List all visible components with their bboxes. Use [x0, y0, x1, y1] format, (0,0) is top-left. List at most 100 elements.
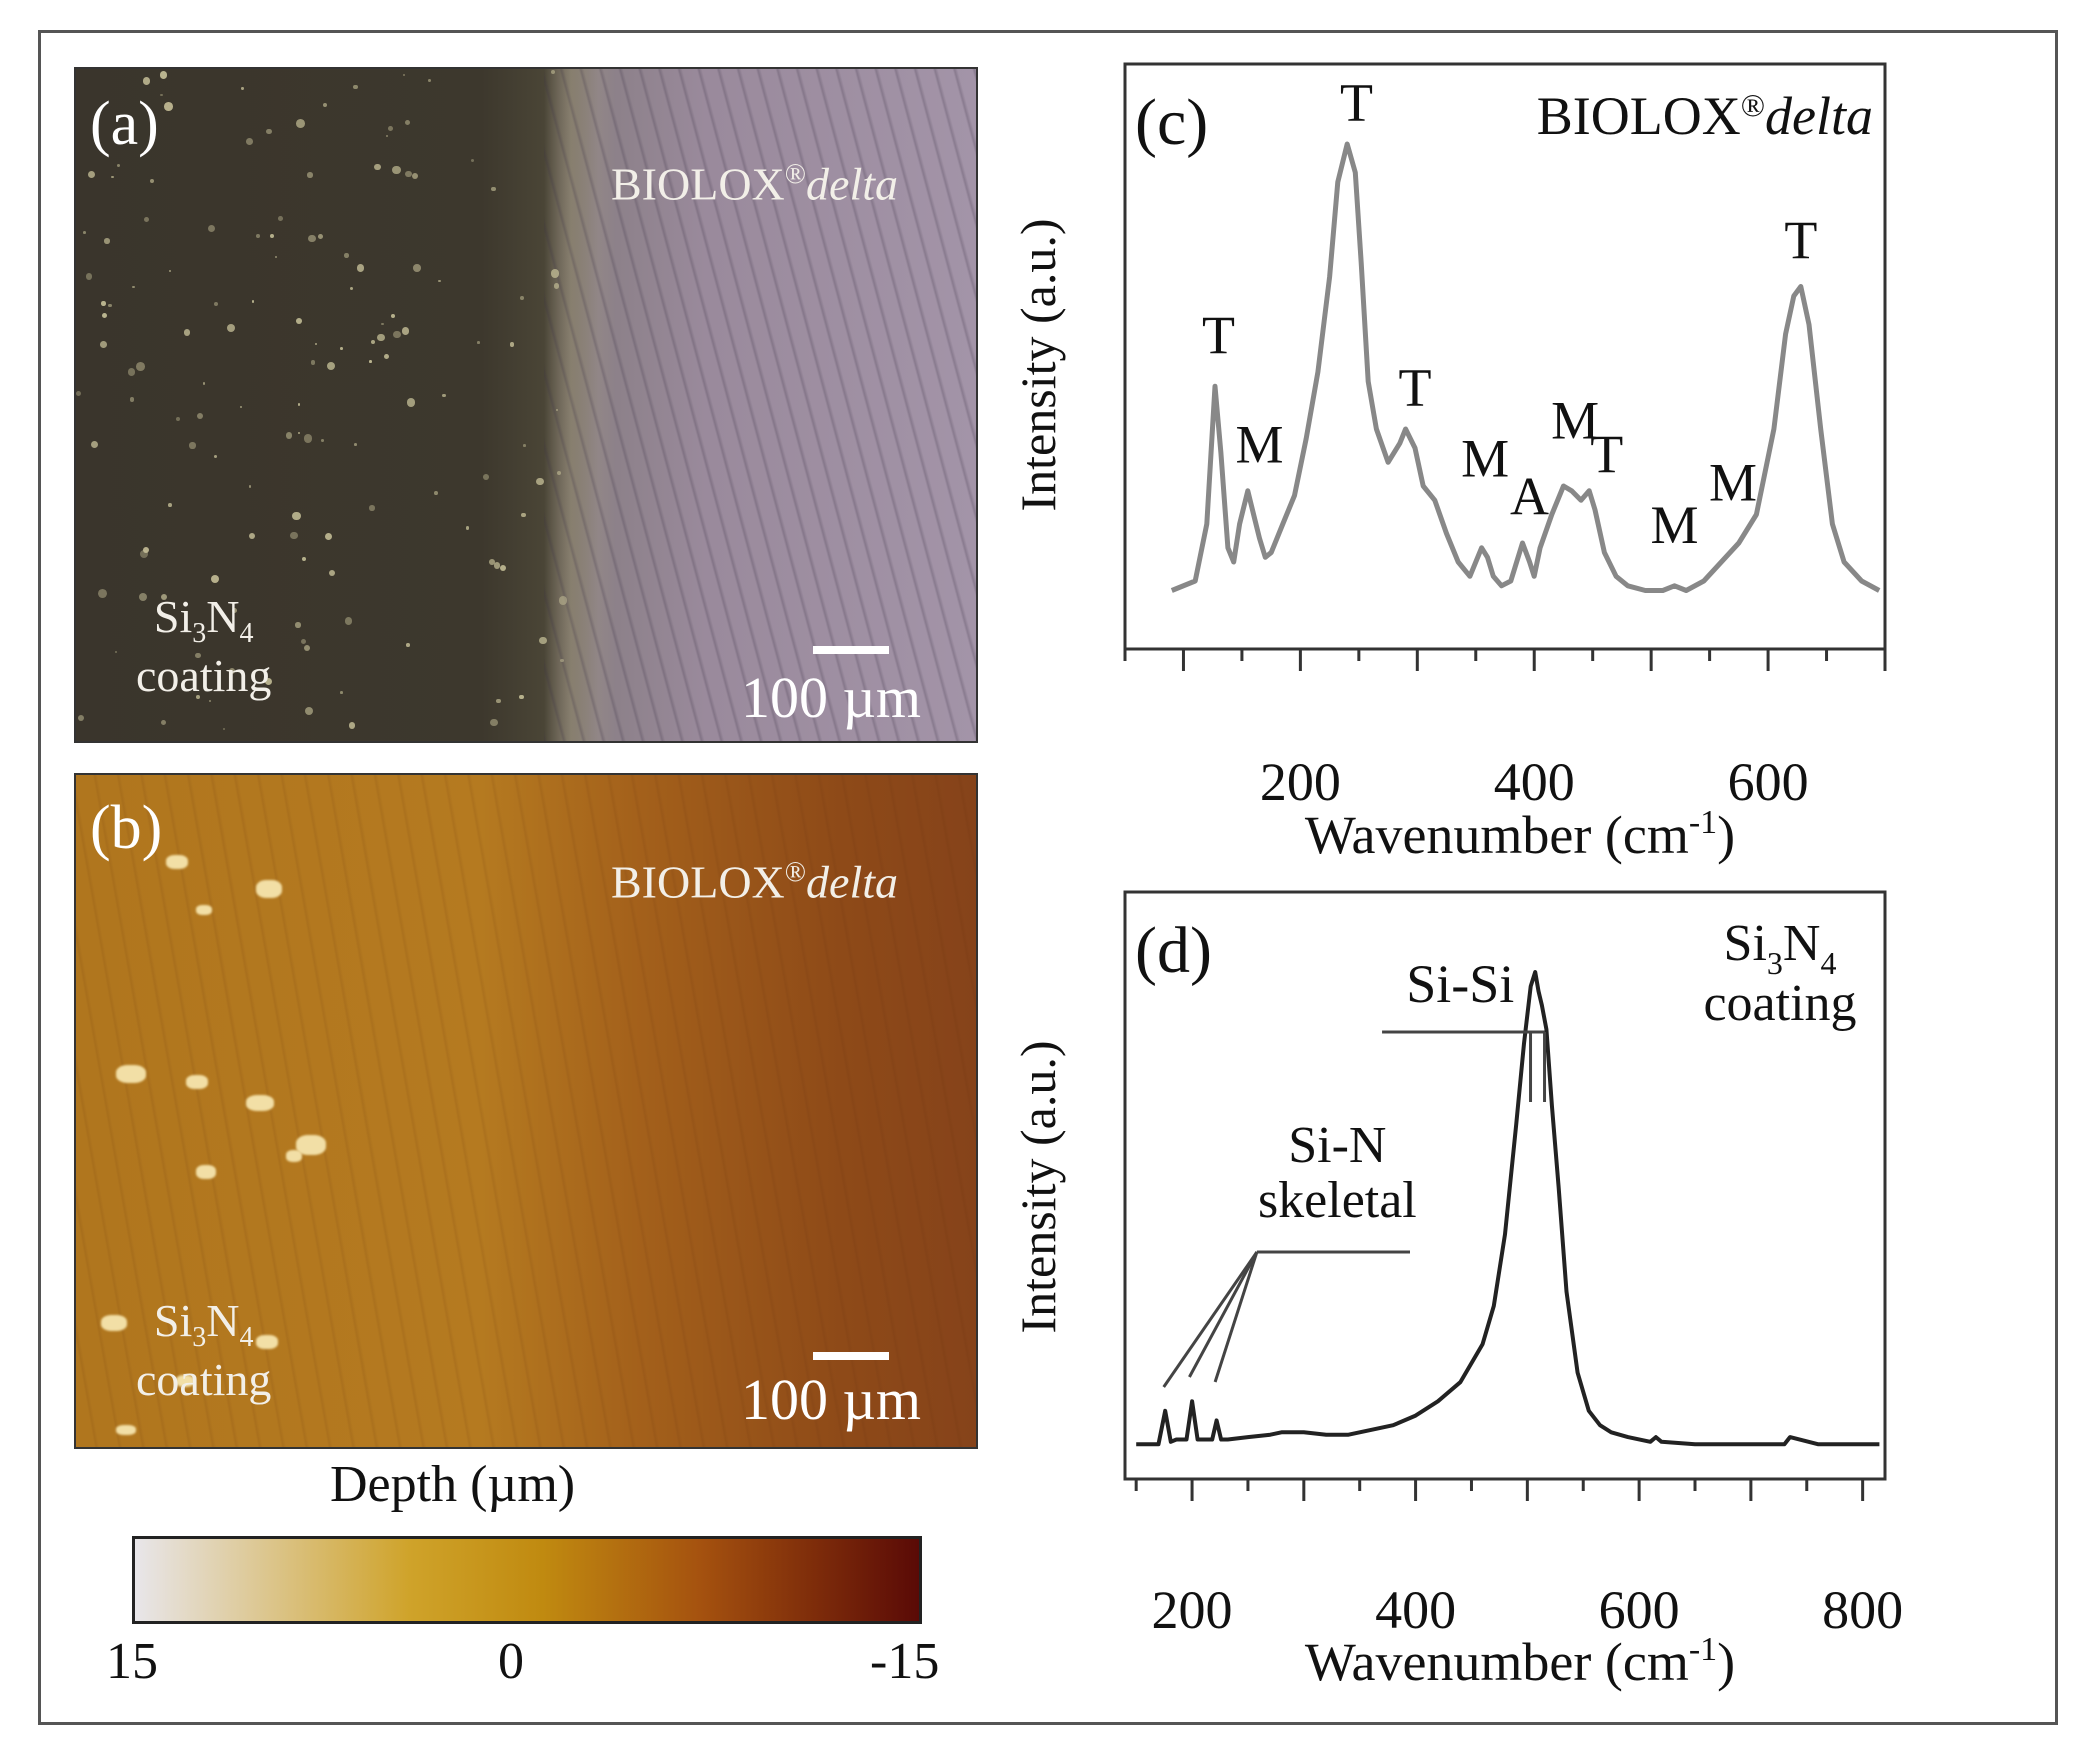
coating-speck [196, 695, 200, 699]
coating-speck [520, 296, 524, 301]
coating-speck [348, 722, 355, 729]
coating-speck [129, 396, 135, 402]
coating-speck [318, 234, 324, 240]
coating-speck [77, 714, 85, 722]
coating-speck [274, 256, 277, 259]
coating-speck [490, 718, 498, 727]
coating-speck [161, 719, 167, 725]
coating-speck [413, 264, 421, 272]
coating-speck [142, 77, 151, 85]
coating-speck [315, 342, 318, 345]
coating-speck [558, 596, 568, 605]
coating-label-a: Si3N4 coating [136, 591, 272, 702]
coating-speck [300, 639, 307, 645]
coating-speck [404, 119, 411, 126]
coating-speck [292, 511, 301, 521]
coating-speck [251, 300, 255, 303]
coating-particle [286, 1150, 302, 1162]
coating-speck [536, 477, 544, 486]
coating-speck [99, 341, 107, 348]
coating-speck [301, 556, 307, 561]
coating-speck [161, 594, 168, 601]
coating-speck [248, 485, 252, 488]
coating-speck [411, 173, 418, 180]
depth-map: (b) BIOLOX®delta Si3N4 coating 100 µm [74, 773, 978, 1449]
coating-speck [519, 694, 525, 700]
coating-particle [246, 1095, 274, 1111]
coating-speck [368, 360, 372, 363]
coating-speck [466, 526, 470, 530]
coating-speck [159, 70, 168, 79]
coating-speck [323, 103, 327, 108]
coating-particle [186, 1075, 208, 1089]
coating-speck [344, 617, 353, 626]
coating-speck [143, 546, 150, 553]
coating-speck [297, 431, 300, 434]
coating-speck [489, 559, 495, 566]
coating-speck [310, 359, 316, 365]
coating-speck [211, 574, 220, 583]
material-label-a: BIOLOX®delta [611, 158, 899, 210]
coating-speck [500, 564, 507, 571]
coating-speck [354, 443, 358, 447]
coating-speck [183, 328, 191, 336]
coating-speck [381, 322, 384, 326]
coating-speck [388, 125, 393, 131]
coating-speck [340, 691, 343, 695]
coating-speck [169, 269, 172, 272]
coating-speck [214, 455, 218, 459]
coating-speck [344, 253, 349, 258]
coating-speck [295, 622, 301, 628]
coating-speck [402, 327, 410, 335]
colorbar-tick-mid: 0 [498, 1633, 524, 1690]
coating-speck [132, 285, 136, 289]
coating-speck [97, 588, 107, 598]
coating-speck [136, 362, 146, 371]
coating-speck [491, 186, 496, 192]
coating-speck [76, 390, 82, 396]
coating-speck [189, 442, 196, 449]
coating-speck [248, 533, 255, 540]
depth-colorbar [132, 1536, 922, 1624]
coating-speck [304, 644, 311, 651]
coating-speck [209, 700, 212, 703]
coating-speck [471, 159, 475, 163]
coating-speck [226, 323, 236, 333]
coating-speck [477, 340, 480, 344]
coating-speck [308, 234, 316, 243]
coating-particle [196, 1165, 216, 1179]
coating-speck [406, 642, 410, 647]
colorbar-title: Depth (µm) [330, 1456, 576, 1513]
coating-speck [560, 658, 564, 663]
coating-particle [196, 905, 212, 915]
coating-speck [391, 313, 396, 318]
coating-speck [264, 677, 273, 686]
coating-speck [239, 405, 243, 409]
coating-speck [556, 471, 562, 476]
optical-micrograph: (a) BIOLOX®delta Si3N4 coating 100 µm [74, 67, 978, 743]
coating-speck [509, 342, 515, 348]
coating-speck [90, 441, 98, 449]
scale-bar-a [813, 646, 889, 654]
coating-speck [521, 512, 526, 517]
coating-speck [266, 128, 272, 135]
coating-particle [256, 880, 282, 898]
coating-speck [202, 381, 206, 385]
coating-speck [383, 353, 389, 359]
coating-speck [434, 490, 439, 495]
coating-speck [405, 170, 413, 178]
coating-particle [176, 1375, 194, 1387]
coating-speck [256, 234, 260, 239]
coating-speck [144, 216, 150, 222]
coating-speck [553, 283, 559, 289]
coating-speck [150, 179, 155, 184]
coating-speck [127, 368, 135, 376]
coating-speck [550, 70, 556, 75]
coating-speck [340, 347, 343, 351]
material-label-b: BIOLOX®delta [611, 856, 899, 908]
coating-speck [138, 592, 147, 601]
coating-speck [305, 707, 314, 716]
coating-speck [228, 668, 235, 675]
coating-speck [195, 652, 201, 658]
coating-speck [111, 175, 114, 179]
